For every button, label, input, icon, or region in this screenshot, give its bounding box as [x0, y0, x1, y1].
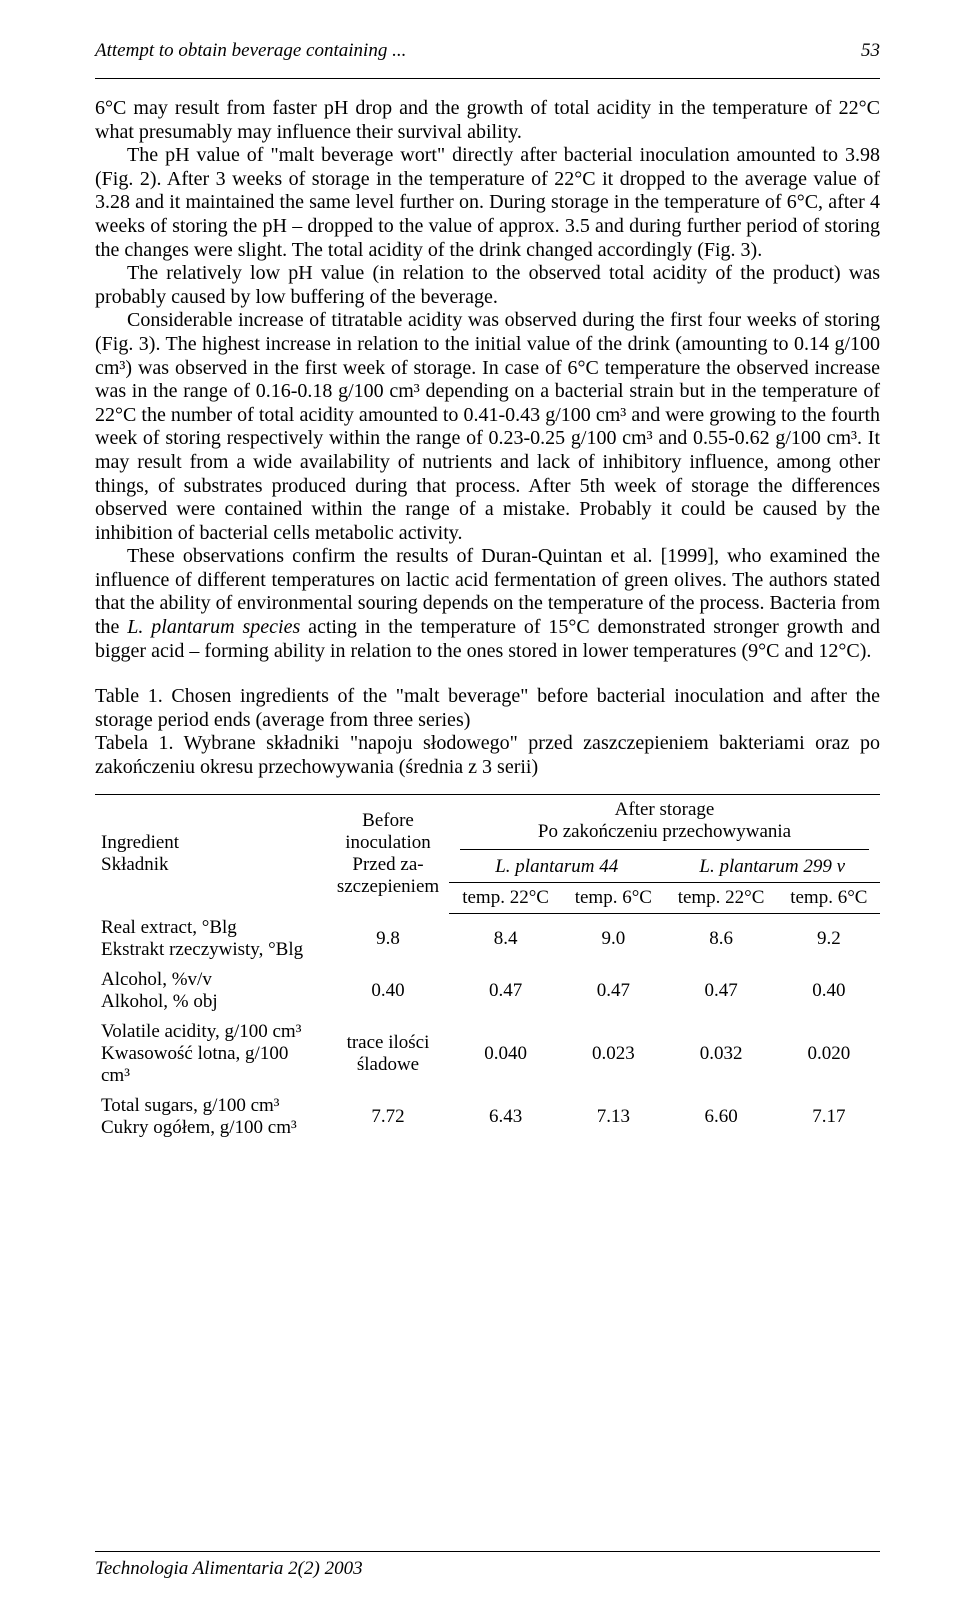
th-after-en: After storage [615, 799, 715, 820]
row3-c4: 7.17 [778, 1091, 880, 1143]
th-lp44-t6: temp. 6°C [562, 882, 664, 913]
th-after: After storage Po zakończeniu przechowywa… [449, 794, 880, 847]
table-row: Real extract, °Blg Ekstrakt rzeczywisty,… [95, 913, 880, 965]
th-lp299v-t6: temp. 6°C [778, 882, 880, 913]
row2-c2: 0.023 [562, 1017, 664, 1091]
row1-label-en: Alcohol, %v/v [101, 969, 212, 990]
row3-before: 7.72 [327, 1091, 449, 1143]
row3-label: Total sugars, g/100 cm³ Cukry ogółem, g/… [95, 1091, 327, 1143]
th-lp299v: L. plantarum 299 v [664, 852, 880, 883]
row3-c1: 6.43 [449, 1091, 562, 1143]
row3-c3: 6.60 [664, 1091, 777, 1143]
th-after-pl: Po zakończeniu przechowywania [538, 821, 791, 842]
row1-c1: 0.47 [449, 965, 562, 1017]
body-text: 6°C may result from faster pH drop and t… [95, 97, 880, 663]
row0-label: Real extract, °Blg Ekstrakt rzeczywisty,… [95, 913, 327, 965]
row0-c1: 8.4 [449, 913, 562, 965]
paragraph-2: The pH value of "malt beverage wort" dir… [95, 144, 880, 262]
table-caption: Table 1. Chosen ingredients of the "malt… [95, 685, 880, 779]
row0-c4: 9.2 [778, 913, 880, 965]
th-before-en: Before inoculation [345, 810, 430, 853]
row1-label: Alcohol, %v/v Alkohol, % obj [95, 965, 327, 1017]
table-caption-pl: Tabela 1. Wybrane składniki "napoju słod… [95, 732, 880, 778]
table-row: Volatile acidity, g/100 cm³ Kwasowość lo… [95, 1017, 880, 1091]
footer-journal: Technologia Alimentaria 2(2) 2003 [95, 1558, 880, 1580]
running-title: Attempt to obtain beverage containing ..… [95, 40, 406, 62]
row1-c3: 0.47 [664, 965, 777, 1017]
table-row: Total sugars, g/100 cm³ Cukry ogółem, g/… [95, 1091, 880, 1143]
th-ingredient-pl: Składnik [101, 854, 169, 875]
row1-label-pl: Alkohol, % obj [101, 991, 218, 1012]
sub-rule-1 [460, 849, 869, 850]
data-table: Ingredient Składnik Before inoculation P… [95, 794, 880, 1144]
row2-c4: 0.020 [778, 1017, 880, 1091]
row2-before: trace ilości śladowe [327, 1017, 449, 1091]
row2-label-en: Volatile acidity, g/100 cm³ [101, 1021, 301, 1042]
row1-before: 0.40 [327, 965, 449, 1017]
row0-label-pl: Ekstrakt rzeczywisty, °Blg [101, 939, 303, 960]
paragraph-3: The relatively low pH value (in relation… [95, 262, 880, 309]
footer: Technologia Alimentaria 2(2) 2003 [95, 1551, 880, 1580]
table-caption-en: Table 1. Chosen ingredients of the "malt… [95, 685, 880, 731]
row0-label-en: Real extract, °Blg [101, 917, 237, 938]
row2-c1: 0.040 [449, 1017, 562, 1091]
th-lp44-t22: temp. 22°C [449, 882, 562, 913]
table-row: Alcohol, %v/v Alkohol, % obj 0.40 0.47 0… [95, 965, 880, 1017]
th-before: Before inoculation Przed za­szczepie­nie… [327, 794, 449, 913]
row3-label-en: Total sugars, g/100 cm³ [101, 1095, 280, 1116]
th-lp299v-t22: temp. 22°C [664, 882, 777, 913]
row2-label-pl: Kwasowość lotna, g/100 cm³ [101, 1043, 288, 1086]
th-ingredient: Ingredient Składnik [95, 794, 327, 913]
row2-label: Volatile acidity, g/100 cm³ Kwasowość lo… [95, 1017, 327, 1091]
th-lp44: L. plantarum 44 [449, 852, 664, 883]
th-before-pl: Przed za­szczepie­niem [337, 854, 439, 897]
paragraph-5: These observations confirm the results o… [95, 545, 880, 663]
paragraph-5-italic: L. plantarum species [127, 616, 300, 638]
row0-before: 9.8 [327, 913, 449, 965]
row0-c2: 9.0 [562, 913, 664, 965]
paragraph-1: 6°C may result from faster pH drop and t… [95, 97, 880, 144]
row1-c4: 0.40 [778, 965, 880, 1017]
page-number: 53 [861, 40, 880, 62]
header-rule [95, 78, 880, 79]
paragraph-4: Considerable increase of titratable acid… [95, 309, 880, 545]
row1-c2: 0.47 [562, 965, 664, 1017]
row2-c3: 0.032 [664, 1017, 777, 1091]
row3-label-pl: Cukry ogółem, g/100 cm³ [101, 1117, 297, 1138]
footer-rule [95, 1551, 880, 1552]
row0-c3: 8.6 [664, 913, 777, 965]
th-ingredient-en: Ingredient [101, 832, 179, 853]
row3-c2: 7.13 [562, 1091, 664, 1143]
